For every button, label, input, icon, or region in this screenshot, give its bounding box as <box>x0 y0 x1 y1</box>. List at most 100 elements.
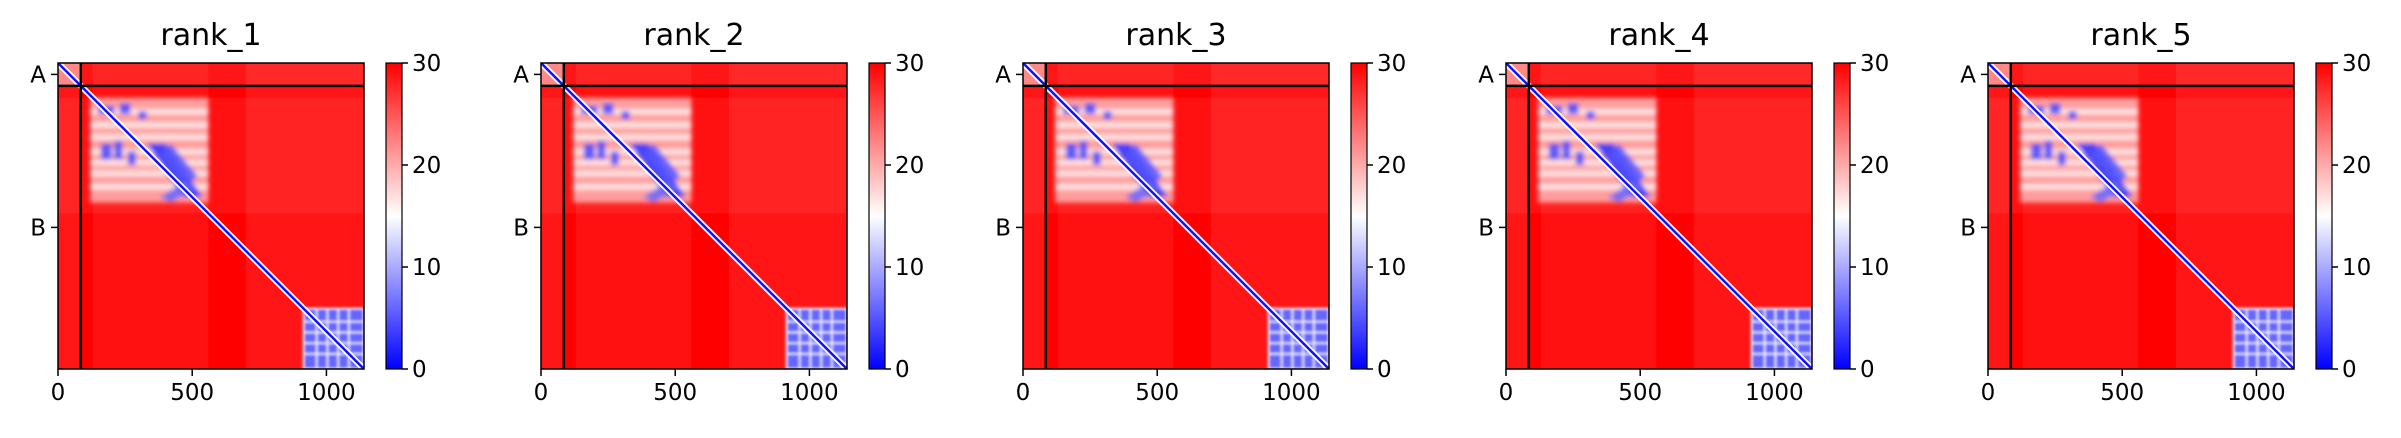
panel-2: rank_2 0 500 1000 A B 0 10 20 30 <box>513 18 924 406</box>
y-tick-label: A <box>1478 62 1494 88</box>
heatmap-patch <box>2057 151 2066 165</box>
heatmap-band <box>315 308 318 369</box>
heatmap-band <box>90 134 209 141</box>
y-tick-label: A <box>1960 62 1976 88</box>
heatmap-patch <box>119 103 131 114</box>
heatmap-patch <box>2044 140 2053 160</box>
heatmap-streak <box>1506 63 1529 369</box>
colorbar-gradient <box>1833 62 1851 370</box>
heatmap-patch <box>1548 143 1560 160</box>
colorbar-tick-label: 0 <box>2342 357 2357 383</box>
colorbar-tick-label: 10 <box>412 255 441 281</box>
heatmap-band <box>1291 308 1294 369</box>
heatmap-band <box>1751 331 1812 334</box>
heatmap-patch <box>1608 143 1646 187</box>
heatmap-patch <box>127 151 136 165</box>
heatmap-patch <box>2090 181 2125 203</box>
colorbar-tick-label: 0 <box>412 357 427 383</box>
heatmap-band <box>1751 352 1812 355</box>
heatmap-band <box>573 108 692 115</box>
chart-title: rank_1 <box>160 18 261 53</box>
axes-frame <box>1022 62 1330 370</box>
heatmap-band <box>820 308 823 369</box>
y-tick-label: B <box>30 215 46 241</box>
heatmap-patch <box>100 143 112 160</box>
heatmap-patch <box>597 140 606 160</box>
heatmap-image <box>541 63 847 369</box>
heatmap-patch <box>160 143 198 187</box>
heatmap-band <box>1751 342 1812 345</box>
heatmap-band <box>809 308 812 369</box>
heatmap-band <box>1538 134 1657 141</box>
heatmap-band <box>303 352 364 355</box>
y-tick-label: B <box>995 215 1011 241</box>
colorbar-tick-label: 0 <box>1377 357 1392 383</box>
heatmap-patch <box>1586 111 1595 120</box>
heatmap-diagonal <box>1988 63 2294 369</box>
heatmap-band <box>2277 308 2280 369</box>
colorbar: 0 10 20 30 <box>1833 51 1889 383</box>
heatmap-patch <box>610 151 619 165</box>
x-tick-label: 0 <box>1981 380 1996 406</box>
heatmap-streak <box>58 63 364 86</box>
colorbar-tick-label: 0 <box>1860 357 1875 383</box>
heatmap-patch <box>2049 103 2061 114</box>
heatmap-patch <box>160 181 195 203</box>
colorbar: 0 10 20 30 <box>1350 51 1406 383</box>
heatmap-band <box>573 159 692 166</box>
heatmap-patch <box>1079 140 1088 160</box>
heatmap-band <box>2245 308 2248 369</box>
colorbar-tick-label: 10 <box>1860 255 1889 281</box>
x-tick-label: 1000 <box>1262 380 1321 406</box>
heatmap-band <box>830 308 833 369</box>
heatmap-band <box>303 320 364 323</box>
heatmap-band <box>1751 320 1812 323</box>
y-tick-label: B <box>1960 215 1976 241</box>
x-tick-label: 0 <box>1016 380 1031 406</box>
heatmap-streak <box>58 63 81 369</box>
chart-title: rank_5 <box>2090 18 2191 53</box>
x-tick-label: 1000 <box>1745 380 1804 406</box>
heatmap-streak <box>1023 63 1329 86</box>
heatmap-patch <box>643 143 681 187</box>
heatmap-patch <box>2090 143 2128 187</box>
heatmap-band <box>2233 331 2294 334</box>
heatmap-band <box>326 308 329 369</box>
heatmap-band <box>1312 308 1315 369</box>
heatmap-band <box>786 331 847 334</box>
heatmap-band <box>1055 108 1174 115</box>
heatmap-band <box>1538 122 1657 129</box>
heatmap-streak <box>541 63 564 369</box>
heatmap-patch <box>602 103 614 114</box>
heatmap-streak <box>1988 63 2294 86</box>
heatmap-band <box>1055 122 1174 129</box>
heatmap-band <box>573 134 692 141</box>
heatmap-band <box>1280 308 1283 369</box>
colorbar-tick-label: 20 <box>2342 153 2371 179</box>
heatmap-band <box>1055 183 1174 190</box>
colorbar: 0 10 20 30 <box>868 51 924 383</box>
heatmap-band <box>1268 331 1329 334</box>
colorbar-tick-label: 20 <box>1860 153 1889 179</box>
heatmap-image <box>1506 63 1812 369</box>
heatmap-band <box>2020 159 2139 166</box>
x-tick-label: 500 <box>170 380 214 406</box>
heatmap-streak <box>1988 63 2011 369</box>
heatmap-band <box>2020 122 2139 129</box>
heatmap-band <box>90 108 209 115</box>
x-tick-label: 1000 <box>2227 380 2286 406</box>
colorbar-tick-label: 30 <box>895 51 924 77</box>
colorbar-tick-label: 10 <box>1377 255 1406 281</box>
heatmap-band <box>798 308 801 369</box>
colorbar-tick-label: 30 <box>1377 51 1406 77</box>
heatmap-band <box>337 308 340 369</box>
chart-title: rank_3 <box>1125 18 1226 53</box>
heatmap-patch <box>1084 103 1096 114</box>
heatmap-diagonal <box>541 63 847 369</box>
y-tick-label: A <box>513 62 529 88</box>
heatmap-band <box>90 159 209 166</box>
heatmap-patch <box>1065 143 1077 160</box>
x-tick-label: 1000 <box>780 380 839 406</box>
heatmap-band <box>1538 108 1657 115</box>
heatmap-patch <box>643 181 678 203</box>
